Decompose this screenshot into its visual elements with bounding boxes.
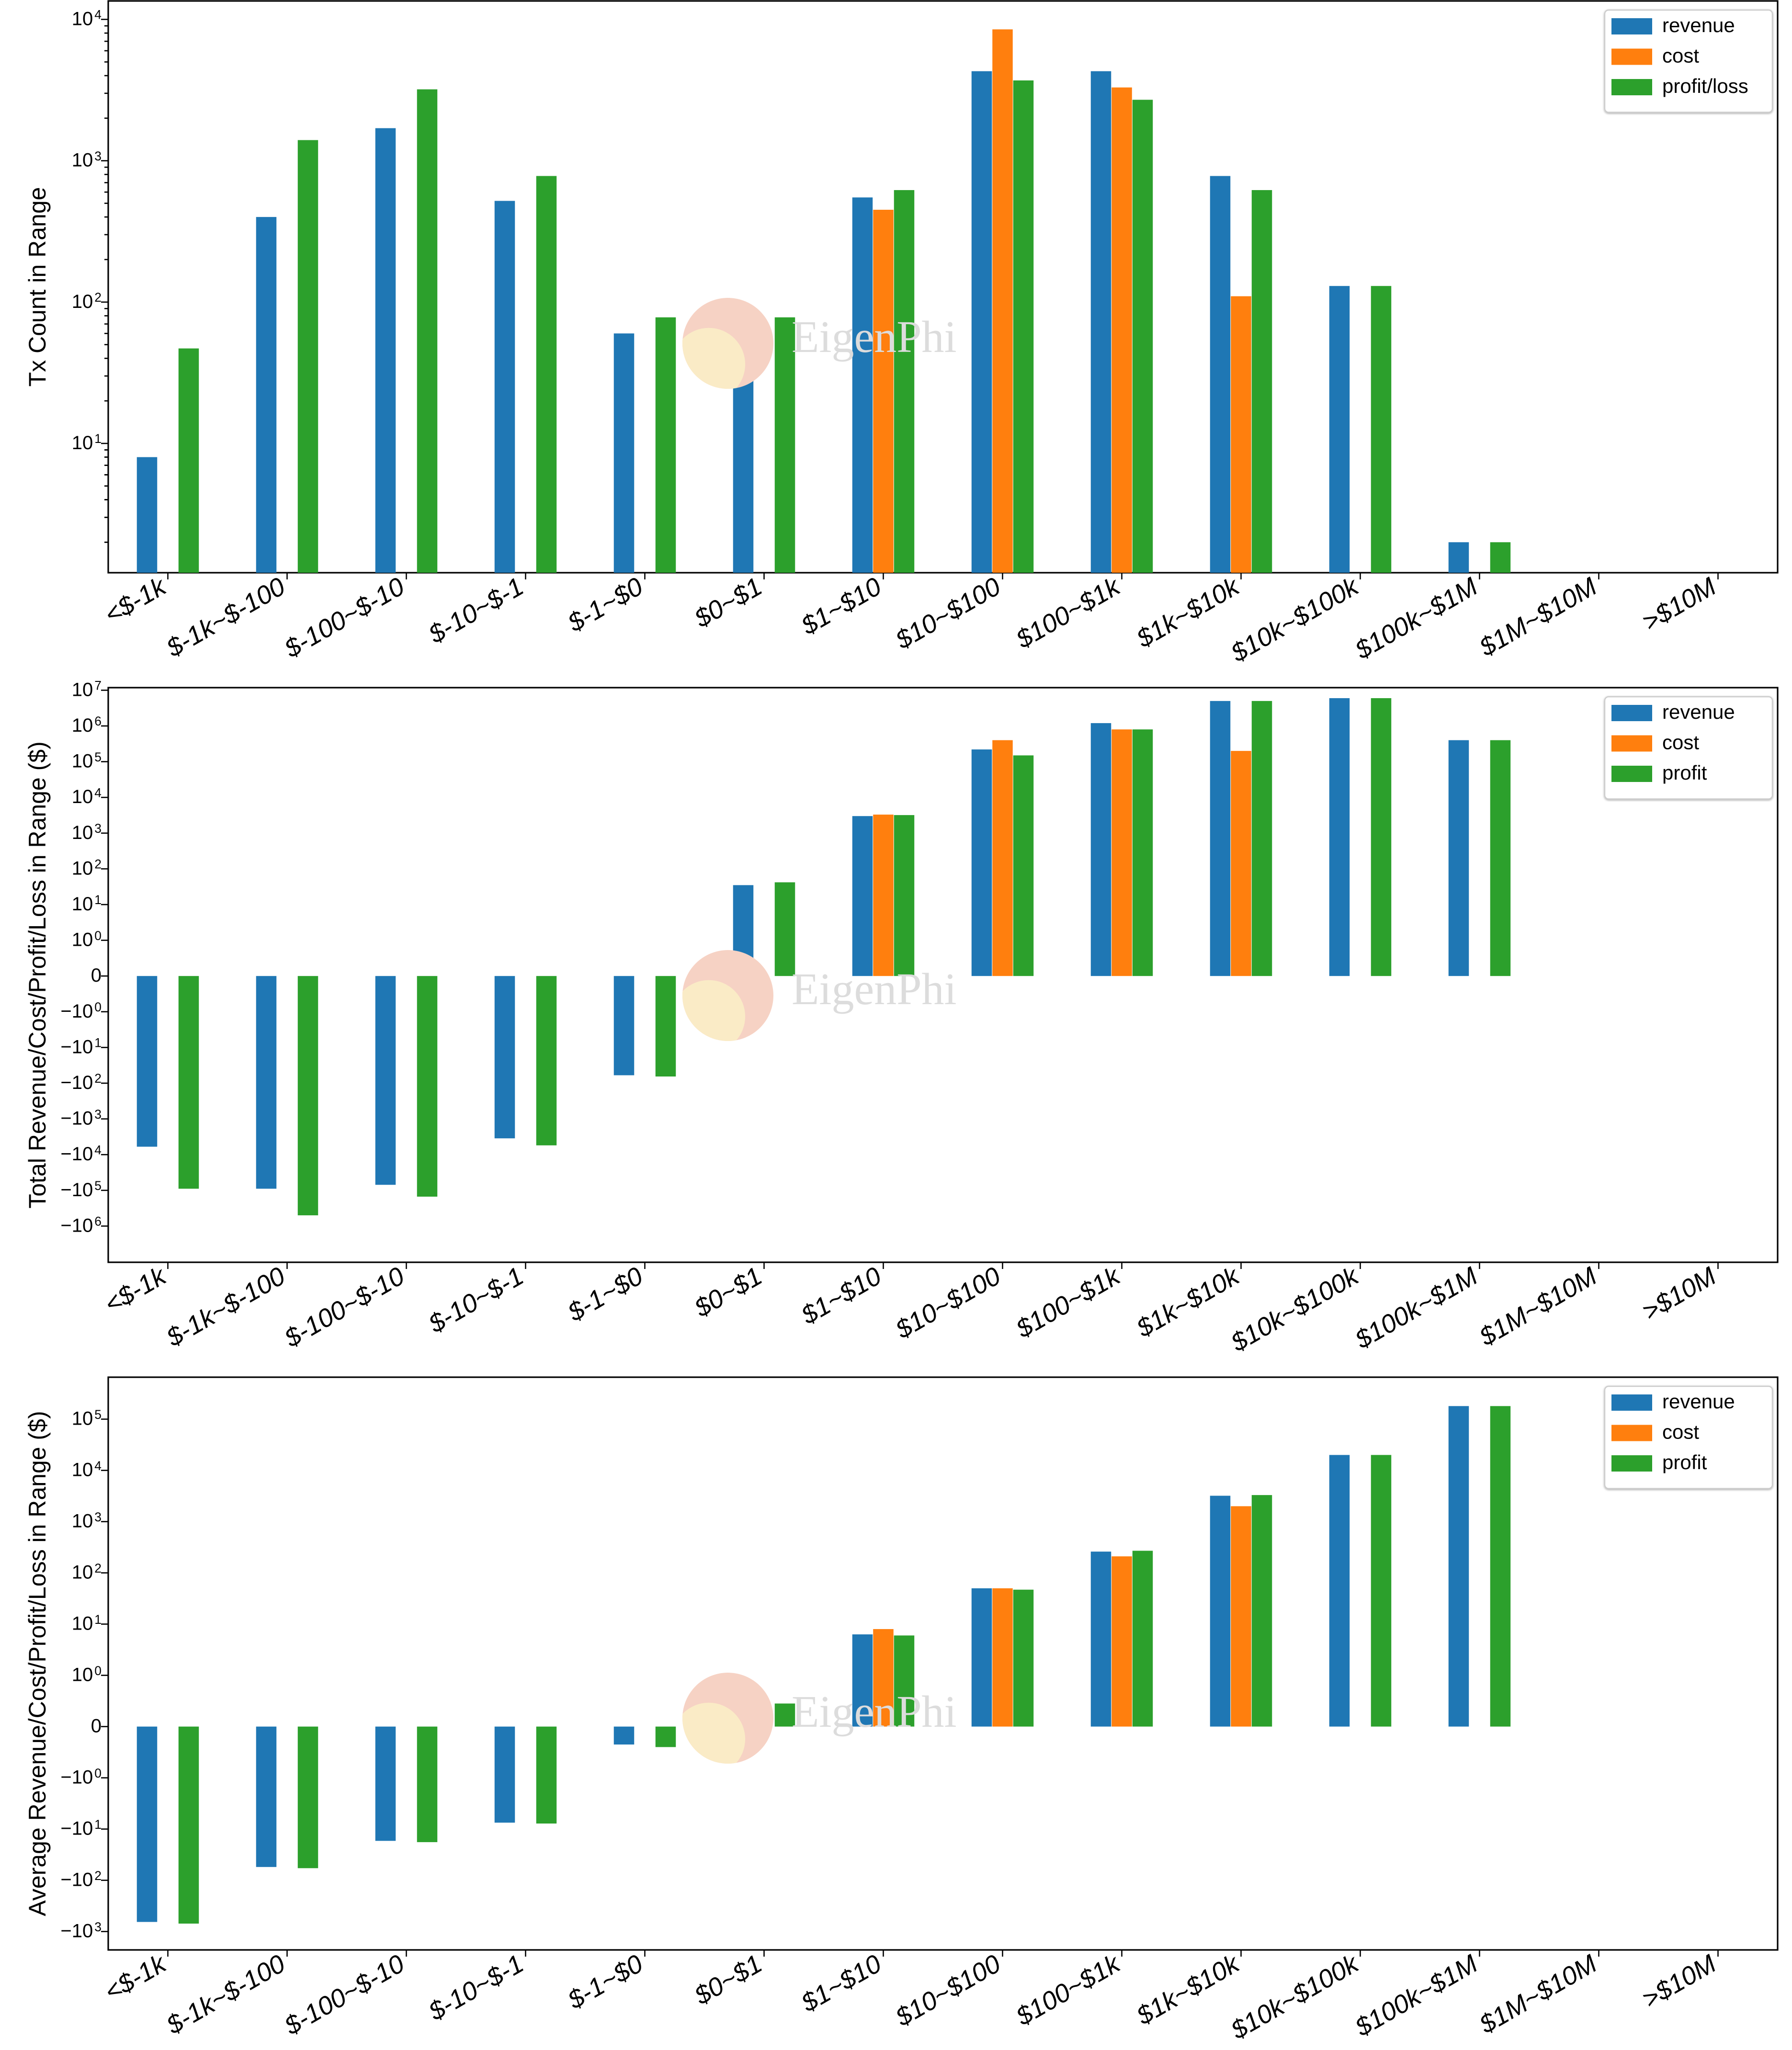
svg-text:3: 3: [94, 1920, 102, 1934]
svg-text:7: 7: [94, 679, 102, 693]
svg-text:10: 10: [72, 894, 93, 915]
svg-text:Tx Count in Range: Tx Count in Range: [24, 187, 51, 387]
svg-text:0: 0: [94, 929, 102, 943]
svg-text:10: 10: [72, 432, 93, 453]
svg-text:10: 10: [72, 9, 93, 30]
svg-text:−10: −10: [60, 1144, 93, 1165]
svg-text:Average Revenue/Cost/Profit/Lo: Average Revenue/Cost/Profit/Loss in Rang…: [24, 1411, 51, 1916]
svg-text:0: 0: [94, 1664, 102, 1678]
svg-text:Total Revenue/Cost/Profit/Loss: Total Revenue/Cost/Profit/Loss in Range …: [24, 741, 51, 1209]
svg-text:10: 10: [72, 822, 93, 843]
svg-text:−10: −10: [60, 1818, 93, 1839]
svg-text:4: 4: [94, 1143, 102, 1157]
svg-text:10: 10: [72, 786, 93, 807]
svg-text:EigenPhi: EigenPhi: [792, 964, 957, 1014]
svg-text:profit: profit: [1662, 1451, 1707, 1473]
svg-text:3: 3: [94, 149, 102, 163]
svg-text:cost: cost: [1662, 1421, 1699, 1443]
svg-text:0: 0: [91, 965, 102, 986]
svg-text:−10: −10: [60, 1215, 93, 1236]
svg-text:1: 1: [94, 893, 102, 907]
svg-text:revenue: revenue: [1662, 1390, 1735, 1413]
svg-text:4: 4: [94, 785, 102, 800]
svg-text:3: 3: [94, 821, 102, 836]
svg-text:2: 2: [94, 857, 102, 872]
svg-text:10: 10: [72, 1613, 93, 1634]
svg-text:revenue: revenue: [1662, 14, 1735, 36]
svg-text:cost: cost: [1662, 45, 1699, 67]
svg-text:profit: profit: [1662, 761, 1707, 784]
svg-text:1: 1: [94, 1817, 102, 1832]
svg-text:EigenPhi: EigenPhi: [792, 1687, 957, 1737]
svg-text:2: 2: [94, 1869, 102, 1883]
svg-text:2: 2: [94, 1561, 102, 1575]
svg-text:−10: −10: [60, 1036, 93, 1057]
svg-text:2: 2: [94, 1071, 102, 1086]
svg-text:−10: −10: [60, 1921, 93, 1942]
svg-text:EigenPhi: EigenPhi: [792, 312, 957, 362]
svg-text:1: 1: [94, 431, 102, 446]
svg-text:5: 5: [94, 1178, 102, 1193]
svg-text:−10: −10: [60, 1767, 93, 1788]
svg-text:10: 10: [72, 1511, 93, 1532]
svg-text:2: 2: [94, 290, 102, 305]
svg-text:5: 5: [94, 750, 102, 764]
svg-text:profit/loss: profit/loss: [1662, 75, 1748, 97]
svg-text:6: 6: [94, 1214, 102, 1229]
svg-text:5: 5: [94, 1407, 102, 1422]
svg-text:10: 10: [72, 929, 93, 951]
svg-text:10: 10: [72, 1460, 93, 1481]
svg-text:−10: −10: [60, 1072, 93, 1093]
svg-text:−10: −10: [60, 1001, 93, 1022]
svg-text:0: 0: [91, 1716, 102, 1737]
svg-text:10: 10: [72, 150, 93, 171]
svg-text:10: 10: [72, 715, 93, 736]
svg-text:10: 10: [72, 291, 93, 312]
svg-text:0: 0: [94, 1000, 102, 1014]
svg-text:10: 10: [72, 1665, 93, 1686]
svg-text:0: 0: [94, 1766, 102, 1780]
svg-text:10: 10: [72, 1408, 93, 1429]
svg-text:10: 10: [72, 679, 93, 700]
svg-text:10: 10: [72, 751, 93, 772]
svg-text:4: 4: [94, 1459, 102, 1473]
svg-text:3: 3: [94, 1107, 102, 1121]
svg-text:cost: cost: [1662, 731, 1699, 754]
svg-text:6: 6: [94, 714, 102, 728]
svg-text:−10: −10: [60, 1869, 93, 1891]
svg-text:−10: −10: [60, 1179, 93, 1201]
svg-text:1: 1: [94, 1036, 102, 1050]
svg-text:−10: −10: [60, 1108, 93, 1129]
svg-text:revenue: revenue: [1662, 701, 1735, 723]
svg-text:4: 4: [94, 8, 102, 22]
svg-text:10: 10: [72, 1562, 93, 1583]
svg-text:10: 10: [72, 858, 93, 879]
svg-text:1: 1: [94, 1612, 102, 1627]
svg-text:3: 3: [94, 1510, 102, 1524]
